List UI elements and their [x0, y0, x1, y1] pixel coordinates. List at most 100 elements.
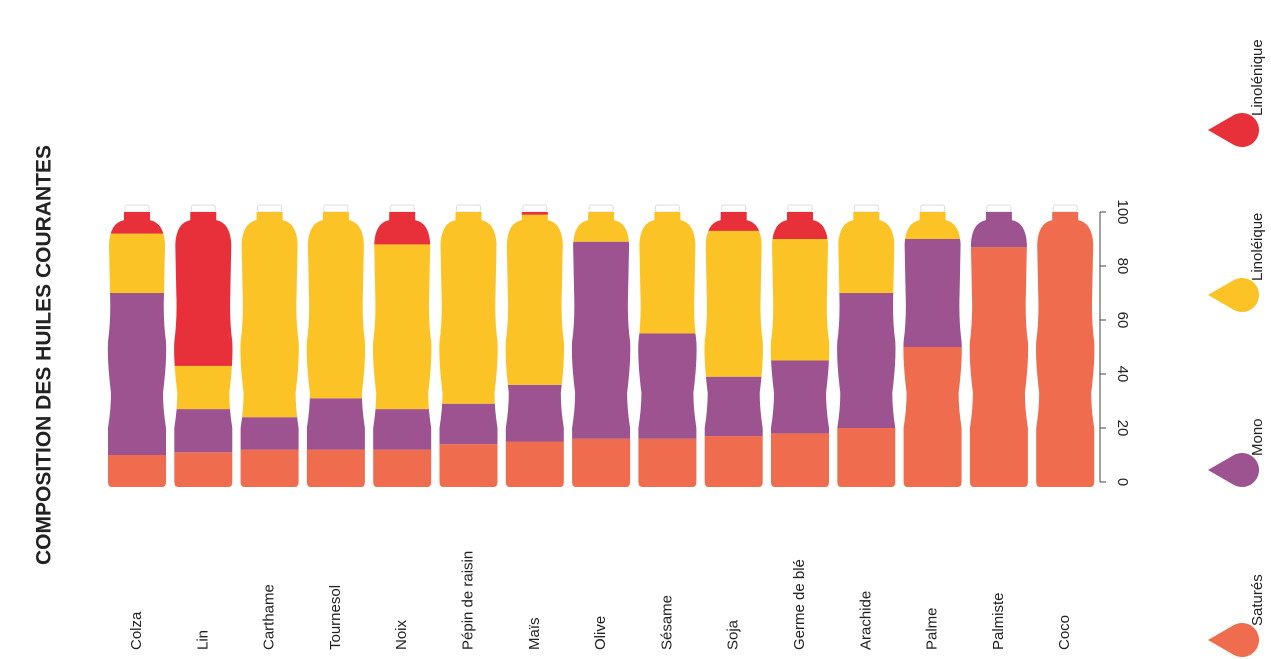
bar-segment — [571, 241, 631, 439]
x-tick-label: Lin — [194, 630, 211, 650]
bar-segment — [704, 376, 763, 437]
bar-segment — [174, 452, 233, 487]
bar-segment — [439, 403, 498, 445]
bottle-cap — [190, 204, 216, 213]
x-tick-label: Carthame — [261, 584, 278, 650]
bar-segment — [439, 212, 498, 404]
x-tick-label: Coco — [1056, 615, 1073, 650]
y-tick-label: 80 — [1114, 258, 1131, 275]
bar-segment — [770, 239, 830, 361]
bottle — [969, 212, 1029, 487]
bar-segment — [704, 212, 763, 231]
x-tick-label: Arachide — [857, 591, 874, 650]
bar-segment — [770, 360, 830, 434]
bottle-cap — [787, 204, 813, 213]
bar-segment — [837, 212, 896, 293]
x-tick-label: Tournesol — [327, 585, 344, 650]
bottle — [240, 212, 299, 487]
y-tick-label: 100 — [1114, 199, 1131, 224]
bar-segment — [107, 233, 167, 293]
bar-segment — [903, 347, 962, 487]
x-tick-label: Soja — [725, 619, 742, 650]
y-tick-label: 20 — [1114, 420, 1131, 437]
bottle-cap — [588, 204, 614, 213]
legend-label: Saturés — [1249, 574, 1266, 626]
bar-segment — [571, 438, 631, 487]
bar-segment — [837, 293, 896, 428]
x-tick-label: Palmiste — [990, 592, 1007, 650]
legend-swatch — [1208, 452, 1259, 487]
bottle — [770, 212, 830, 487]
bottle-cap — [853, 204, 879, 213]
bar-segment — [306, 449, 366, 487]
bottle-cap — [920, 204, 946, 213]
bar-segment — [1036, 212, 1095, 487]
bar-segment — [770, 433, 830, 487]
bottle-cap — [389, 204, 415, 213]
bottle — [903, 212, 962, 487]
x-tick-label: Palme — [924, 607, 941, 650]
bottle — [837, 212, 896, 487]
bar-segment — [373, 212, 432, 245]
bottle-cap — [654, 204, 680, 213]
bottle — [373, 212, 432, 487]
bottle — [107, 212, 167, 487]
chart-title: COMPOSITION DES HUILES COURANTES — [33, 145, 56, 565]
bar-segment — [107, 293, 167, 455]
x-tick-label: Noix — [393, 619, 410, 650]
bar-segment — [107, 455, 167, 487]
bar-segment — [638, 438, 697, 487]
bar-segment — [174, 409, 233, 453]
bottle — [571, 212, 631, 487]
bar-segment — [770, 212, 830, 239]
bar-segment — [903, 212, 962, 239]
bar-segment — [704, 436, 763, 487]
y-tick-label: 40 — [1114, 366, 1131, 383]
bar-segment — [571, 212, 631, 242]
bottle-cap — [323, 204, 349, 213]
bar-segment — [373, 449, 432, 487]
y-tick-label: 0 — [1114, 478, 1131, 486]
bottle-cap — [456, 204, 481, 213]
legend-swatch — [1208, 623, 1259, 657]
bottle — [505, 212, 564, 487]
bottle — [306, 212, 366, 487]
x-tick-label: Colza — [128, 611, 145, 650]
bottle — [174, 212, 233, 487]
bottle — [439, 212, 498, 487]
bar-segment — [439, 444, 498, 487]
bar-segment — [240, 417, 299, 450]
bottle-cap — [721, 204, 747, 213]
bottle-cap — [522, 204, 548, 213]
legend-label: Linoléique — [1249, 213, 1266, 281]
x-tick-label: Pépin de raisin — [459, 551, 476, 650]
bar-segment — [505, 441, 564, 487]
bar-segment — [505, 212, 564, 215]
legend-swatch — [1208, 113, 1259, 147]
bottle-cap — [986, 204, 1012, 213]
legend-label: Linolénique — [1249, 39, 1266, 116]
bar-segment — [174, 212, 233, 366]
bottle — [1036, 212, 1095, 487]
x-tick-label: Sésame — [658, 595, 675, 650]
bottle — [638, 212, 697, 487]
legend-label: Mono — [1249, 418, 1266, 456]
bar-segment — [638, 333, 697, 439]
bar-segment — [969, 212, 1029, 248]
bottle — [704, 212, 763, 487]
bar-segment — [638, 212, 697, 334]
bar-segment — [505, 384, 564, 442]
legend-swatch — [1208, 278, 1259, 312]
bottle-cap — [124, 204, 150, 213]
bar-segment — [505, 214, 564, 385]
bar-segment — [704, 230, 763, 377]
bar-segment — [240, 449, 299, 487]
bottle-cap — [1052, 204, 1078, 213]
y-tick-label: 60 — [1114, 312, 1131, 329]
bar-segment — [373, 409, 432, 450]
bottle-cap — [257, 204, 283, 213]
bar-segment — [174, 365, 233, 410]
bar-segment — [107, 212, 167, 234]
bar-segment — [837, 428, 896, 487]
